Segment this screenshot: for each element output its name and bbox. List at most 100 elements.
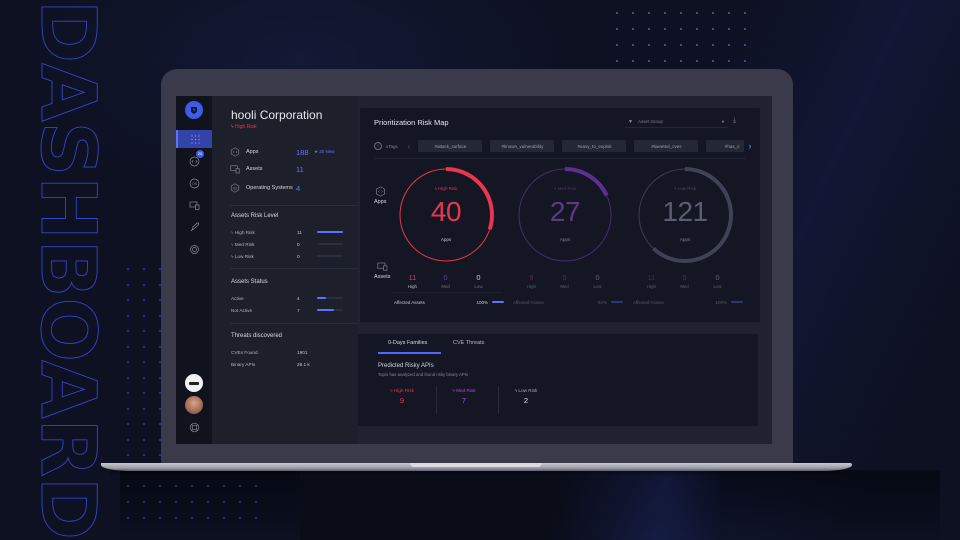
shield-logo-icon[interactable]: [185, 101, 203, 119]
dot: [664, 44, 666, 46]
dot: [127, 361, 129, 363]
stat-apps[interactable]: Apps 188 ★ 20 New: [230, 145, 350, 159]
risk-row-high: ϟ High Risk 11: [231, 228, 349, 236]
devices-icon: [377, 262, 388, 271]
ring-value: 27: [549, 196, 581, 227]
apps-row-label: Apps: [374, 186, 387, 205]
tag-chip[interactable]: #easy_to_exploit: [562, 140, 627, 152]
med-risk-ring[interactable]: ϟ Med Risk 27 Apps: [516, 166, 614, 264]
affected-assets-high: Affected Assets 100%: [394, 298, 504, 306]
high-risk-asset-counts: 11 High 0 Med 0 Low: [396, 273, 496, 293]
ring-risk-text: High Risk: [438, 186, 458, 191]
dot: [632, 60, 634, 62]
org-logo-mark: [189, 381, 199, 385]
dot: [648, 44, 650, 46]
dot: [143, 376, 145, 379]
status-label: Not Active: [231, 307, 253, 313]
dot: [191, 501, 193, 503]
risk-value: 0: [297, 253, 300, 259]
dot: [127, 501, 129, 503]
sidebar-item-launch[interactable]: [176, 218, 212, 236]
sidebar-item-apps[interactable]: 20: [176, 150, 212, 170]
ring-risk-label: ϟ Med Risk: [553, 186, 577, 191]
dot: [175, 517, 177, 519]
threat-row-cves: CVEs Found 1901: [231, 348, 349, 356]
dot: [143, 268, 145, 270]
tag-chip[interactable]: #has_s: [706, 140, 745, 152]
stat-assets[interactable]: Assets 11: [230, 162, 350, 176]
divider: [230, 268, 358, 269]
dot: [616, 28, 618, 30]
risk-low[interactable]: ϟ Low Risk 2: [496, 388, 556, 405]
sidebar-item-os[interactable]: OS: [176, 174, 212, 192]
count-label: Low: [474, 284, 483, 289]
tag-chip[interactable]: #attack_surface: [418, 140, 483, 152]
divider: [498, 386, 499, 414]
dot: [616, 44, 618, 46]
dot: [127, 517, 129, 519]
sidebar-item-settings[interactable]: [176, 240, 212, 258]
low-risk-ring[interactable]: ϟ Low Risk 121 Apps: [636, 166, 734, 264]
dot: [696, 12, 698, 14]
laptop-notch: [410, 463, 542, 467]
dot: [159, 423, 161, 425]
count-label: High: [647, 284, 656, 289]
affected-label: Affected Assets: [633, 299, 664, 305]
devices-icon: [230, 165, 240, 174]
ring-sub-label: Apps: [440, 237, 452, 242]
count-low: 0: [595, 273, 600, 282]
tab-cve-threats[interactable]: CVE Threats: [453, 340, 485, 346]
dot: [159, 314, 161, 317]
high-risk-ring[interactable]: ϟ High Risk 40 Apps: [397, 166, 495, 264]
info-icon[interactable]: i: [374, 142, 382, 150]
dot: [143, 345, 145, 348]
dot: [143, 423, 145, 425]
dot: [728, 12, 730, 14]
new-apps-link[interactable]: ★ 20 New: [314, 149, 335, 154]
dot: [680, 28, 682, 30]
tag-chip[interactable]: #known_vulnerability: [490, 140, 555, 152]
new-apps-label: 20 New: [319, 149, 335, 154]
dot: [728, 44, 730, 46]
dot: [143, 485, 145, 487]
count-label: Med: [441, 284, 450, 289]
sidebar-item-dashboard[interactable]: [176, 130, 212, 148]
sidebar-item-assets[interactable]: [176, 196, 212, 214]
devices-icon: [189, 201, 199, 210]
risk-high[interactable]: ϟ High Risk 9: [372, 388, 432, 405]
ring-risk-label: ϟ Low Risk: [674, 186, 696, 191]
dot: [744, 44, 746, 46]
tags-next-button[interactable]: ›: [748, 141, 752, 151]
low-risk-asset-counts: 11 High 0 Med 0 Low: [635, 273, 735, 293]
dot: [728, 60, 730, 62]
dot: [127, 345, 129, 348]
tag-chip[interactable]: #tweeted_cves: [634, 140, 699, 152]
ring-risk-text: Low Risk: [677, 186, 696, 191]
stat-operating-systems[interactable]: OS Operating Systems 4: [230, 180, 350, 196]
rocket-icon: [190, 222, 199, 231]
stat-value: 188: [296, 147, 309, 157]
dot: [712, 44, 714, 46]
org-logo-avatar[interactable]: [185, 374, 203, 392]
asset-group-select[interactable]: ▼ Asset Group ▼: [625, 116, 728, 128]
risk-label: Low Risk: [518, 388, 538, 393]
org-overview-panel: hooli Corporation ϟ High Risk Apps 188 ★…: [212, 96, 358, 444]
tags-prev-button[interactable]: ‹: [407, 141, 411, 151]
assets-row-label: Assets: [374, 261, 391, 280]
threats-panel: 0-Days Families CVE Threats Predicted Ri…: [358, 334, 758, 426]
dot: [143, 361, 145, 363]
grid-dots-icon: [190, 134, 200, 144]
count-med: 0: [443, 273, 448, 282]
dot: [143, 392, 145, 394]
count-label: High: [408, 284, 417, 289]
dot: [127, 454, 129, 456]
count-high: 11: [408, 273, 417, 282]
count-low: 0: [476, 273, 481, 282]
org-risk-badge: ϟ High Risk: [231, 124, 257, 130]
risk-med[interactable]: ϟ Med Risk 7: [434, 388, 494, 405]
help-button[interactable]: [185, 418, 203, 436]
download-icon[interactable]: ⤓: [733, 117, 737, 124]
user-avatar[interactable]: [185, 396, 203, 414]
tab-0-days-families[interactable]: 0-Days Families: [388, 340, 428, 346]
stat-label: Operating Systems: [246, 184, 293, 191]
